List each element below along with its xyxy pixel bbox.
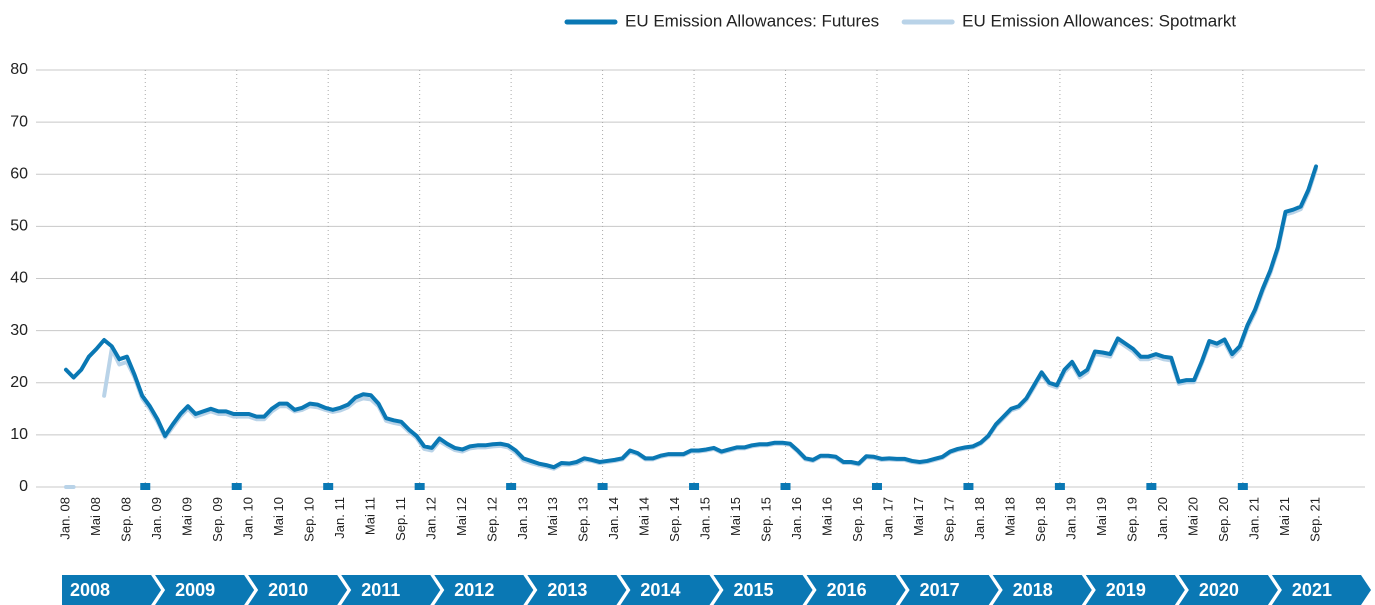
year-chevron <box>1085 575 1185 605</box>
x-tick-label: Sep. 14 <box>667 497 682 542</box>
year-chevron <box>341 575 441 605</box>
y-tick-label: 60 <box>10 165 28 182</box>
x-tick-label: Sep. 20 <box>1216 497 1231 542</box>
year-chevron <box>1271 575 1371 605</box>
year-marker <box>871 483 882 490</box>
year-label: 2010 <box>268 580 308 600</box>
x-tick-label: Jan. 10 <box>240 497 255 540</box>
x-tick-label: Sep. 11 <box>393 497 408 541</box>
x-tick-label: Mai 11 <box>362 497 377 535</box>
x-tick-label: Mai 12 <box>454 497 469 536</box>
x-tick-label: Jan. 12 <box>423 497 438 540</box>
x-tick-label: Sep. 08 <box>118 497 133 542</box>
year-label: 2014 <box>640 580 680 600</box>
x-tick-label: Jan. 11 <box>332 497 347 539</box>
x-tick-label: Sep. 13 <box>576 497 591 542</box>
year-label: 2013 <box>547 580 587 600</box>
y-tick-label: 20 <box>10 374 28 391</box>
year-chevron <box>527 575 627 605</box>
x-tick-label: Mai 10 <box>271 497 286 536</box>
x-tick-label: Mai 14 <box>637 497 652 536</box>
x-tick-label: Jan. 19 <box>1064 497 1079 540</box>
x-tick-label: Mai 18 <box>1003 497 1018 536</box>
year-label: 2017 <box>920 580 960 600</box>
x-tick-label: Mai 08 <box>88 497 103 536</box>
year-label: 2021 <box>1292 580 1332 600</box>
year-marker <box>689 483 700 490</box>
y-tick-label: 10 <box>10 426 28 443</box>
x-tick-label: Jan. 14 <box>606 497 621 540</box>
year-chevron <box>62 575 162 605</box>
x-tick-label: Mai 19 <box>1094 497 1109 536</box>
year-chevron <box>713 575 813 605</box>
year-chevron <box>899 575 999 605</box>
y-tick-label: 50 <box>10 218 28 235</box>
x-tick-label: Jan. 17 <box>881 497 896 540</box>
x-tick-label: Jan. 16 <box>789 497 804 540</box>
year-chevron <box>620 575 720 605</box>
x-tick-label: Mai 20 <box>1185 497 1200 536</box>
year-label: 2016 <box>827 580 867 600</box>
x-tick-label: Mai 13 <box>545 497 560 536</box>
x-tick-label: Sep. 16 <box>850 497 865 542</box>
y-tick-label: 80 <box>10 61 28 78</box>
x-tick-label: Mai 17 <box>911 497 926 536</box>
x-tick-label: Mai 09 <box>179 497 194 536</box>
x-tick-label: Sep. 09 <box>210 497 225 542</box>
year-marker <box>323 483 334 490</box>
year-label: 2012 <box>454 580 494 600</box>
year-label: 2018 <box>1013 580 1053 600</box>
year-chevron <box>992 575 1092 605</box>
year-marker <box>963 483 974 490</box>
year-marker <box>597 483 608 490</box>
x-tick-label: Sep. 18 <box>1033 497 1048 542</box>
x-tick-label: Sep. 19 <box>1125 497 1140 542</box>
x-tick-label: Jan. 13 <box>515 497 530 540</box>
year-chevron <box>434 575 534 605</box>
year-marker <box>1146 483 1157 490</box>
x-tick-label: Jan. 15 <box>698 497 713 540</box>
year-marker <box>140 483 151 490</box>
year-marker <box>1054 483 1065 490</box>
x-tick-label: Sep. 10 <box>301 497 316 542</box>
y-tick-label: 30 <box>10 322 28 339</box>
year-chevron <box>1178 575 1278 605</box>
series-line <box>64 164 1318 470</box>
year-marker <box>414 483 425 490</box>
year-label: 2015 <box>734 580 774 600</box>
x-tick-label: Mai 21 <box>1277 497 1292 536</box>
year-chevron <box>248 575 348 605</box>
year-marker <box>1237 483 1248 490</box>
x-tick-label: Jan. 21 <box>1246 497 1261 540</box>
year-marker <box>780 483 791 490</box>
x-tick-label: Jan. 20 <box>1155 497 1170 540</box>
year-label: 2011 <box>361 580 400 600</box>
y-tick-label: 0 <box>19 478 28 495</box>
year-label: 2009 <box>175 580 215 600</box>
legend-label: EU Emission Allowances: Futures <box>625 11 879 30</box>
legend-label: EU Emission Allowances: Spotmarkt <box>962 11 1236 30</box>
year-marker <box>231 483 242 490</box>
x-tick-label: Jan. 18 <box>972 497 987 540</box>
year-chevron <box>806 575 906 605</box>
x-tick-label: Sep. 21 <box>1307 497 1322 542</box>
year-label: 2019 <box>1106 580 1146 600</box>
x-tick-label: Sep. 17 <box>942 497 957 542</box>
series-line <box>102 167 1318 471</box>
year-label: 2008 <box>70 580 110 600</box>
y-tick-label: 40 <box>10 270 28 287</box>
x-tick-label: Mai 16 <box>820 497 835 536</box>
x-tick-label: Jan. 09 <box>149 497 164 540</box>
x-tick-label: Jan. 08 <box>57 497 72 540</box>
year-label: 2020 <box>1199 580 1239 600</box>
year-chevron <box>155 575 255 605</box>
y-tick-label: 70 <box>10 113 28 130</box>
x-tick-label: Mai 15 <box>728 497 743 536</box>
x-tick-label: Sep. 12 <box>484 497 499 542</box>
x-tick-label: Sep. 15 <box>759 497 774 542</box>
year-marker <box>506 483 517 490</box>
